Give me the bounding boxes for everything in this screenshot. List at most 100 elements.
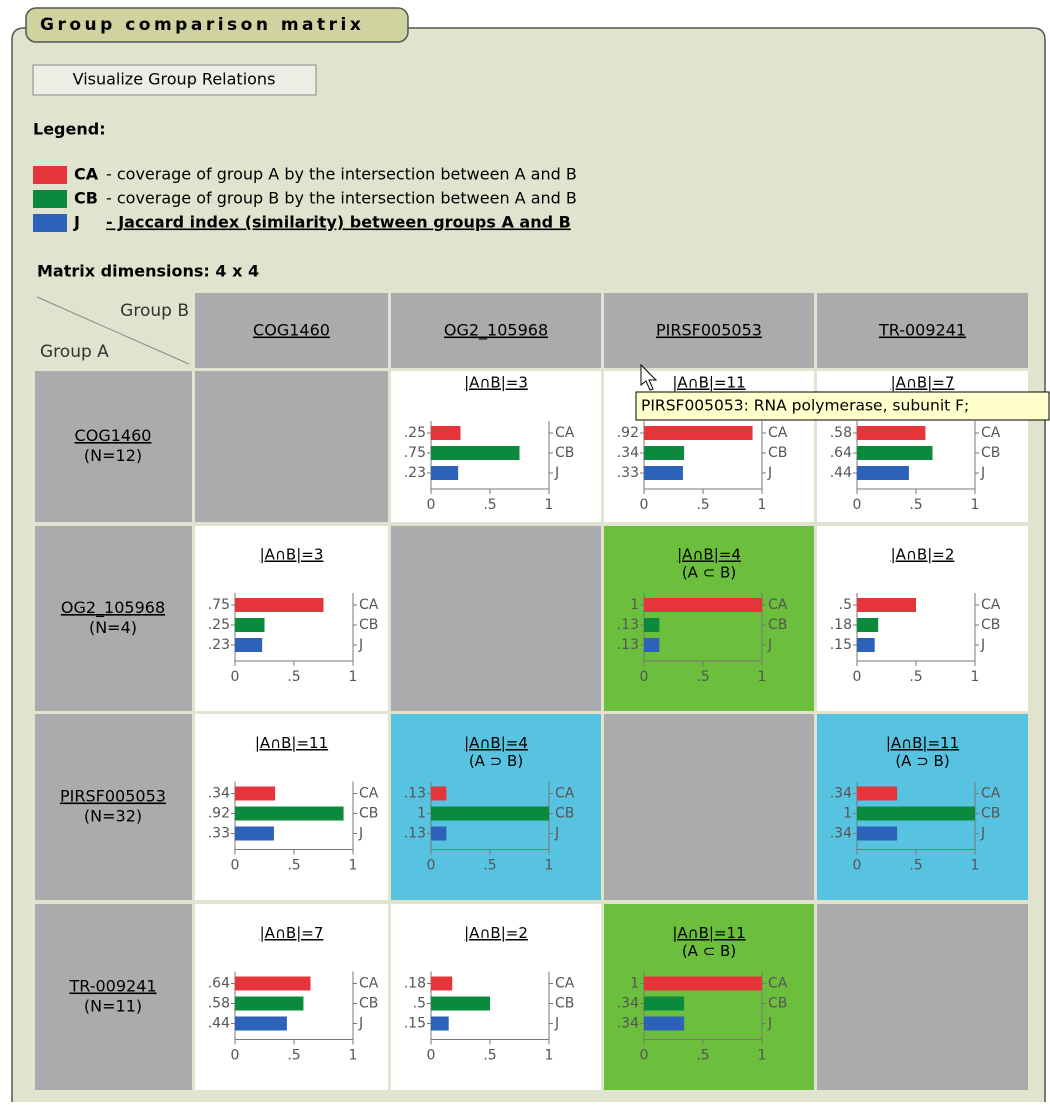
cell-title-link[interactable]: |A∩B|=3 bbox=[260, 546, 324, 564]
row-size: (N=4) bbox=[89, 618, 137, 637]
series-label: J bbox=[358, 1016, 363, 1032]
value-label: .92 bbox=[208, 806, 230, 822]
empty-cell bbox=[195, 371, 388, 522]
button[interactable] bbox=[32, 64, 317, 96]
x-tick-label: .5 bbox=[696, 497, 709, 513]
cell-title-link[interactable]: |A∩B|=4 bbox=[464, 734, 528, 752]
row-link[interactable]: PIRSF005053 bbox=[60, 787, 166, 806]
x-tick-label: 1 bbox=[758, 669, 767, 685]
x-tick-label: .5 bbox=[909, 669, 922, 685]
legend-swatch bbox=[33, 166, 67, 184]
series-label: CA bbox=[359, 786, 379, 802]
value-label: .64 bbox=[830, 445, 852, 461]
legend-text[interactable]: - Jaccard index (similarity) between gro… bbox=[106, 213, 571, 232]
x-tick-label: .5 bbox=[287, 858, 300, 874]
series-label: J bbox=[980, 637, 985, 653]
bar bbox=[431, 806, 549, 821]
series-label: CA bbox=[981, 597, 1001, 613]
cell-title-link[interactable]: |A∩B|=11 bbox=[886, 734, 959, 752]
series-label: CA bbox=[555, 425, 575, 441]
legend-key: CA bbox=[74, 165, 99, 184]
empty-cell bbox=[604, 714, 814, 900]
series-label: CA bbox=[359, 976, 379, 992]
series-label: J bbox=[767, 1016, 772, 1032]
series-label: CA bbox=[768, 976, 788, 992]
bar bbox=[235, 806, 344, 821]
x-tick-label: 0 bbox=[853, 669, 862, 685]
x-tick-label: 1 bbox=[349, 1048, 358, 1064]
x-tick-label: 1 bbox=[349, 858, 358, 874]
series-label: CA bbox=[555, 976, 575, 992]
x-tick-label: .5 bbox=[287, 669, 300, 685]
cell-title-link[interactable]: |A∩B|=7 bbox=[891, 374, 955, 392]
panel-title: Group comparison matrix bbox=[40, 15, 364, 35]
value-label: .34 bbox=[617, 1016, 639, 1032]
column-link[interactable]: OG2_105968 bbox=[444, 321, 548, 341]
value-label: .23 bbox=[208, 637, 230, 653]
value-label: .5 bbox=[413, 996, 426, 1012]
row-size: (N=11) bbox=[84, 997, 142, 1016]
bar bbox=[431, 1016, 449, 1031]
cell-title-link[interactable]: |A∩B|=2 bbox=[891, 546, 955, 564]
bar bbox=[857, 466, 909, 480]
x-tick-label: 0 bbox=[640, 497, 649, 513]
bar bbox=[431, 996, 490, 1011]
value-label: .5 bbox=[839, 597, 852, 613]
series-label: CA bbox=[555, 786, 575, 802]
series-label: CB bbox=[359, 617, 378, 633]
series-label: J bbox=[980, 826, 985, 842]
cell bbox=[604, 526, 814, 711]
x-tick-label: .5 bbox=[483, 1048, 496, 1064]
column-link[interactable]: COG1460 bbox=[253, 321, 330, 340]
bar bbox=[857, 806, 975, 821]
bar bbox=[235, 996, 304, 1011]
x-tick-label: 1 bbox=[971, 497, 980, 513]
legend-swatch bbox=[33, 190, 67, 208]
x-tick-label: 0 bbox=[427, 858, 436, 874]
row-size: (N=32) bbox=[84, 807, 142, 826]
column-link[interactable]: TR-009241 bbox=[878, 321, 966, 340]
matrix-dimensions: Matrix dimensions: 4 x 4 bbox=[37, 262, 259, 281]
value-label: .34 bbox=[830, 826, 852, 842]
cell-title-link[interactable]: |A∩B|=4 bbox=[677, 546, 741, 564]
value-label: .25 bbox=[208, 617, 230, 633]
x-tick-label: 1 bbox=[545, 1048, 554, 1064]
legend-key: CB bbox=[74, 189, 98, 208]
bar bbox=[644, 996, 685, 1011]
cell-title-link[interactable]: |A∩B|=3 bbox=[464, 374, 528, 392]
row-link[interactable]: TR-009241 bbox=[68, 977, 156, 996]
tooltip-box bbox=[635, 391, 1050, 421]
row-size: (N=12) bbox=[84, 446, 142, 465]
bar bbox=[857, 786, 898, 801]
cell-title-link[interactable]: |A∩B|=11 bbox=[672, 924, 745, 942]
cell-title-link[interactable]: |A∩B|=7 bbox=[260, 924, 324, 942]
x-tick-label: 0 bbox=[427, 497, 436, 513]
value-label: 1 bbox=[630, 976, 639, 992]
bar bbox=[431, 446, 520, 460]
bar bbox=[644, 618, 660, 632]
row-link[interactable]: OG2_105968 bbox=[61, 598, 165, 618]
legend-key: J bbox=[73, 213, 80, 232]
column-link[interactable]: PIRSF005053 bbox=[656, 321, 762, 340]
bar bbox=[857, 598, 916, 612]
bar bbox=[644, 598, 762, 612]
value-label: .75 bbox=[208, 597, 230, 613]
value-label: 1 bbox=[630, 597, 639, 613]
value-label: .44 bbox=[830, 465, 852, 481]
button-label[interactable]: Visualize Group Relations bbox=[73, 70, 276, 89]
row-link[interactable]: COG1460 bbox=[75, 426, 152, 445]
value-label: .13 bbox=[617, 617, 639, 633]
cell-title-link[interactable]: |A∩B|=11 bbox=[672, 374, 745, 392]
cell-title-link[interactable]: |A∩B|=2 bbox=[464, 924, 528, 942]
x-tick-label: .5 bbox=[483, 497, 496, 513]
bar bbox=[235, 638, 263, 652]
bar bbox=[431, 976, 453, 991]
bar bbox=[857, 426, 926, 440]
bar bbox=[857, 826, 898, 841]
cell-title-link[interactable]: |A∩B|=11 bbox=[255, 734, 328, 752]
x-tick-label: 0 bbox=[853, 497, 862, 513]
x-tick-label: .5 bbox=[696, 669, 709, 685]
series-label: J bbox=[980, 465, 985, 481]
cell bbox=[604, 904, 814, 1090]
value-label: .34 bbox=[208, 786, 230, 802]
